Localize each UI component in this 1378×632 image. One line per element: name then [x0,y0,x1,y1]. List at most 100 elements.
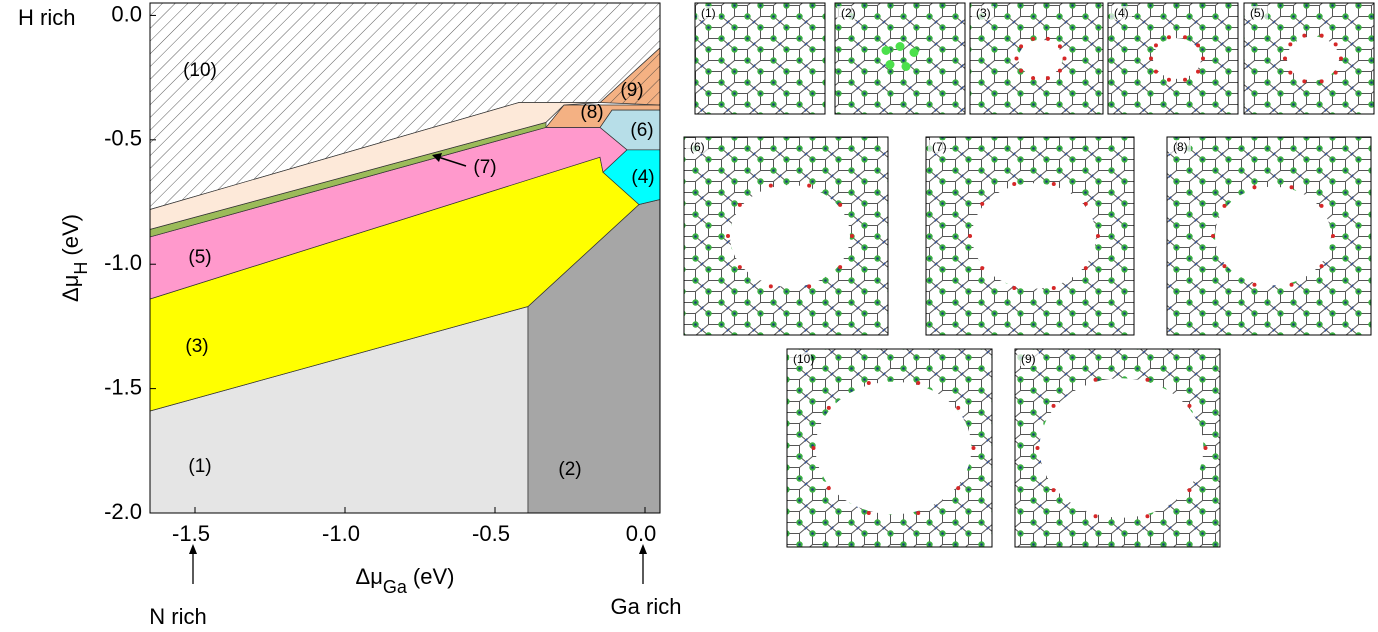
structure-panels: (1) (2) (3) (4) (5) (6) (7) (8) (10) (9) [683,2,1375,548]
edge-atom [1019,44,1024,49]
edge-atom [1031,76,1036,81]
plot-frame [149,2,661,514]
panel-hole [972,183,1096,289]
structure-panel: (3) [969,2,1104,115]
edge-atom [1333,70,1338,75]
edge-atom [1051,181,1056,186]
region-label: (2) [558,459,581,480]
edge-atom [1145,377,1150,382]
panel-label: (1) [701,6,716,20]
phase-hatch [150,3,660,210]
edge-atom [1222,264,1227,269]
y-axis-label-part: (eV) [58,214,83,256]
rich-arrowhead [189,544,197,554]
panel-label-bg [837,6,859,20]
edge-atom [1252,185,1257,190]
edge-atom [1045,36,1050,41]
y-tick-label: -2.0 [104,499,142,524]
edge-atom [1319,203,1324,208]
edge-atom [1083,201,1088,206]
panel-hole [1153,38,1201,79]
h-rich-label: H rich [18,5,75,30]
panel-frame [1107,2,1239,115]
edge-atom [1051,286,1056,291]
edge-atom [1183,77,1188,82]
panel-label-bg [928,140,950,154]
edge-atom [1014,56,1019,61]
edge-atom [1302,79,1307,84]
panel-label: (10) [793,352,814,366]
rich-arrowhead [639,544,647,554]
ga-atom [885,60,895,69]
panel-lattice [835,3,965,114]
panel-hole [1018,39,1063,78]
edge-atom [1093,377,1098,382]
x-tick-label: 0.0 [626,521,657,546]
edge-atom [866,381,871,386]
region-label: (8) [580,102,603,123]
edge-atom [1252,282,1257,287]
edge-atom [916,381,921,386]
region-label: (3) [185,336,208,357]
panel-frame [683,136,889,336]
x-axis-label-part: Ga [383,577,408,597]
panel-label-bg [697,6,719,20]
ga-atom [901,62,911,71]
edge-atom [1012,181,1017,186]
structure-panel: (4) [1107,2,1239,115]
panel-label: (3) [976,6,991,20]
x-axis-label-part: (eV) [413,564,455,589]
edge-atom [807,284,812,289]
edge-atom [1319,33,1324,38]
edge-atom [1288,42,1293,47]
panel-hole [1215,186,1331,286]
panel-lattice [695,3,825,114]
edge-atom [1289,185,1294,190]
edge-atom [1057,44,1062,49]
edge-atom [1035,446,1040,450]
edge-atom [980,201,985,206]
edge-atom [811,446,816,450]
x-axis-label: ΔμGa (eV) [356,564,455,597]
edge-atom [956,405,961,410]
structure-panel: (7) [925,136,1135,336]
ga-atom [909,48,919,57]
edge-atom [956,486,961,491]
y-axis-label: ΔμH (eV) [58,214,91,302]
panel-frame [925,136,1135,336]
panel-frame [786,348,993,548]
edge-atom [1057,68,1062,73]
edge-atom [1145,514,1150,519]
edge-atom [1196,43,1201,48]
region-label: (9) [620,80,643,101]
edge-atom [1222,203,1227,208]
x-tick-label: -0.5 [472,521,510,546]
y-axis-label-part: Δμ [58,275,83,302]
edge-atom [1319,79,1324,84]
structure-panel: (1) [694,2,826,115]
structure-panel: (10) [786,348,993,548]
edge-atom [1166,35,1171,40]
ga-rich-label: Ga rich [611,594,682,619]
panel-label: (6) [690,140,705,154]
edge-atom [1096,234,1100,238]
edge-atom [826,405,831,410]
n-rich-label: N rich [149,604,206,629]
edge-atom [1153,69,1158,74]
region-label: (5) [188,247,211,268]
panel-hole [1287,36,1339,81]
edge-atom [1149,56,1153,61]
edge-atom [1283,56,1287,61]
y-tick-label: -1.5 [104,374,142,399]
edge-atom [1203,446,1208,450]
edge-atom [1012,286,1017,291]
edge-atom [980,266,985,271]
edge-atom [1339,56,1343,61]
structure-panel: (9) [1014,348,1221,548]
region-label: (4) [631,167,654,188]
edge-atom [1083,266,1088,271]
structure-panel: (5) [1243,2,1375,115]
region-label: (10) [183,60,217,81]
y-tick-label: -0.5 [104,126,142,151]
panel-label: (4) [1114,6,1129,20]
